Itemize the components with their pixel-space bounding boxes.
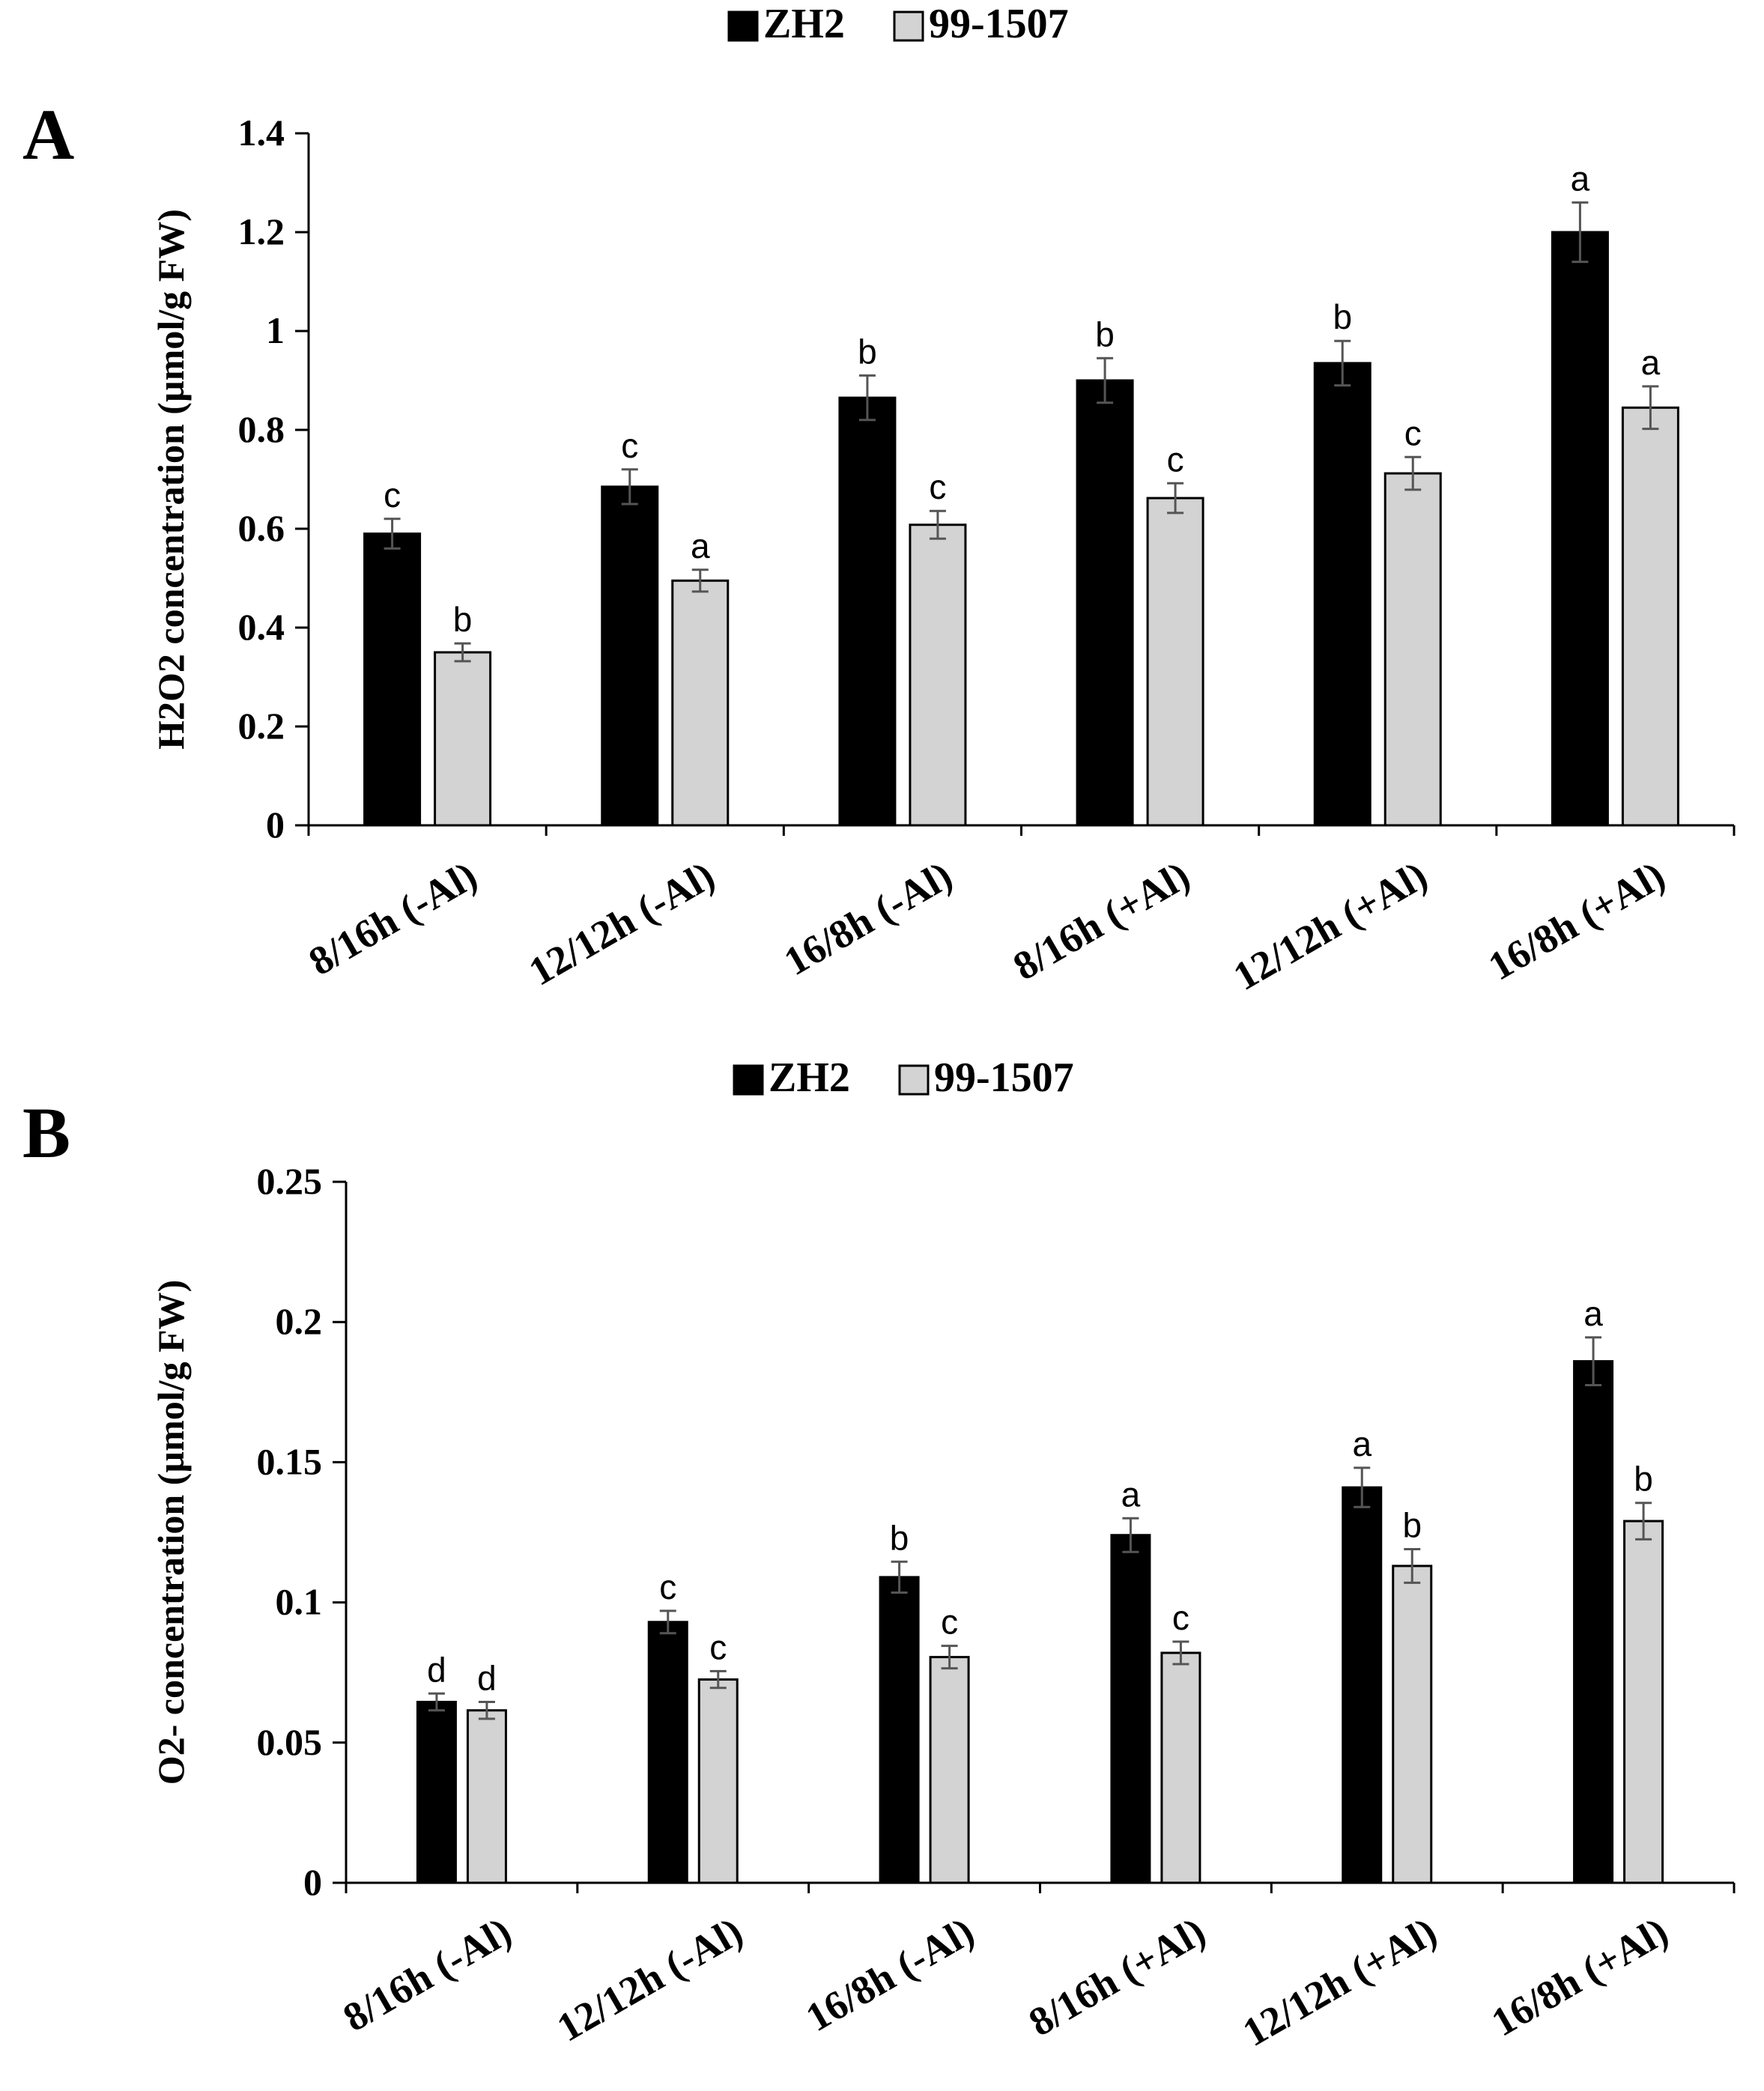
panel-a-sig-letter: b (1095, 315, 1115, 353)
panel-a-x-tick-label: 8/16h (+Al) (1006, 852, 1197, 989)
panel-b-y-tick-label: 0.15 (257, 1440, 323, 1482)
panel-b-sig-letter: d (477, 1659, 497, 1698)
panel-b-sig-letter: a (1352, 1424, 1372, 1463)
panel-b-bar-1-6 (1573, 1360, 1614, 1884)
panel-b-x-tick-label: 8/16h (-Al) (336, 1908, 518, 2040)
panel-a-sig-letter: a (1571, 159, 1590, 198)
panel-a-bar-2-3 (909, 523, 967, 827)
panel-a-legend-label-2: 99-1507 (929, 1, 1069, 47)
panel-a-bar-2-1 (434, 651, 492, 827)
panel-a-bar-1-3 (838, 396, 897, 827)
panel-a-bar-2-4 (1146, 497, 1204, 827)
panel-a-legend-swatch-1 (727, 10, 759, 42)
panel-b-x-tick-label: 16/8h (-Al) (798, 1908, 981, 2040)
panel-b-legend-swatch-2 (898, 1064, 930, 1096)
panel-b-bar-2-3 (929, 1656, 970, 1884)
panel-a-y-axis-title: H2O2 concentration (µmol/g FW) (150, 209, 192, 750)
panel-b-chart: B ZH2 99-1507 0 0.05 0.1 0.15 0.2 0.25 O2- concen… (22, 1054, 1736, 2055)
panel-a-y-tick-label: 0.6 (238, 507, 285, 549)
panel-a-legend-swatch-2 (893, 10, 924, 42)
panel-a-bar-1-6 (1551, 231, 1609, 827)
panel-b-legend-label-2: 99-1507 (934, 1054, 1074, 1101)
panel-a-sig-letter: a (691, 526, 710, 565)
panel-b-y-tick-label: 0.1 (276, 1581, 323, 1623)
panel-a-y-tick-label: 1.2 (238, 210, 285, 252)
panel-b-sig-letter: b (1634, 1460, 1653, 1499)
panel-b-bar-2-1 (466, 1709, 507, 1884)
panel-a-sig-letter: c (1404, 413, 1422, 452)
panel-b-sig-letter: a (1121, 1475, 1141, 1514)
panel-b-x-tick-label: 12/12h (-Al) (550, 1908, 751, 2050)
panel-a-bar-2-2 (671, 579, 730, 827)
panel-a-chart: A ZH2 99-1507 0 0.2 0.4 0.6 0.8 1 1.2 1.4 H2O2 conc… (22, 1, 1736, 999)
panel-a-y-tick-label: 0.2 (238, 705, 285, 747)
panel-b-bar-1-3 (879, 1576, 920, 1884)
panel-b-sig-letter: a (1583, 1294, 1603, 1333)
panel-b-y-tick-label: 0 (303, 1861, 322, 1903)
panel-b-bar-2-6 (1623, 1520, 1664, 1884)
panel-a-sig-letter: c (1167, 440, 1184, 479)
panel-a-bar-1-4 (1076, 379, 1134, 827)
panel-a-sig-letter: b (1333, 297, 1352, 336)
panel-a-bar-2-6 (1621, 406, 1679, 827)
panel-a-y-tick-label: 1.4 (238, 112, 285, 154)
panel-a-x-tick-label: 8/16h (-Al) (301, 852, 484, 984)
panel-b-legend-swatch-1 (733, 1064, 764, 1096)
panel-a-bar-1-5 (1313, 362, 1372, 827)
panel-a-sig-letter: b (453, 600, 473, 639)
panel-a-sig-letter: c (384, 476, 401, 515)
panel-b-y-tick-label: 0.25 (257, 1160, 323, 1202)
panel-b-sig-letter: c (659, 1568, 676, 1606)
panel-b-sig-letter: c (709, 1627, 727, 1666)
panel-b-bar-1-4 (1110, 1534, 1151, 1884)
panel-a-y-tick-label: 0.8 (238, 408, 285, 450)
panel-a-y-tick-label: 1 (266, 309, 285, 351)
panel-a-sig-letter: c (621, 426, 638, 465)
panel-a-x-tick-label: 16/8h (+Al) (1481, 852, 1672, 989)
panel-b-x-tick-label: 8/16h (+Al) (1022, 1908, 1213, 2045)
panel-b-bar-2-2 (697, 1678, 739, 1884)
panel-b-legend-label-1: ZH2 (769, 1054, 850, 1101)
panel-a-x-tick-label: 12/12h (-Al) (521, 852, 722, 994)
panel-b-y-tick-label: 0.2 (276, 1300, 323, 1342)
panel-b-sig-letter: c (941, 1603, 958, 1642)
panel-b-bar-1-5 (1342, 1486, 1383, 1884)
panel-b-bar-2-5 (1392, 1565, 1433, 1884)
panel-a-sig-letter: a (1641, 343, 1661, 382)
panel-a-sig-letter: b (858, 332, 877, 371)
panel-a-bar-1-2 (601, 485, 659, 827)
panel-b-y-tick-label: 0.05 (257, 1721, 323, 1763)
panel-b-sig-letter: d (427, 1650, 446, 1689)
panel-b-x-tick-label: 12/12h (+Al) (1235, 1908, 1444, 2055)
panel-a-label: A (22, 94, 74, 174)
panel-b-sig-letter: c (1172, 1598, 1189, 1637)
panel-a-sig-letter: c (929, 467, 946, 506)
panel-b-bar-2-4 (1160, 1651, 1201, 1884)
panel-a-x-tick-label: 12/12h (+Al) (1225, 852, 1434, 999)
panel-a-legend-label-1: ZH2 (763, 1, 845, 47)
panel-b-sig-letter: b (890, 1518, 909, 1557)
panel-a-y-tick-label: 0.4 (238, 606, 285, 648)
panel-a-bar-1-1 (363, 532, 422, 827)
panel-a-bar-2-5 (1383, 472, 1442, 827)
panel-b-x-tick-label: 16/8h (+Al) (1484, 1908, 1675, 2045)
panel-b-sig-letter: b (1402, 1505, 1422, 1544)
panel-a-y-tick-label: 0 (266, 804, 285, 846)
panel-b-label: B (22, 1093, 70, 1173)
panel-b-bar-1-2 (647, 1621, 688, 1884)
panel-b-bar-1-1 (416, 1701, 457, 1884)
panel-a-x-tick-label: 16/8h (-Al) (777, 852, 960, 984)
panel-b-y-axis-title: O2- concentration (µmol/g FW) (150, 1280, 192, 1785)
